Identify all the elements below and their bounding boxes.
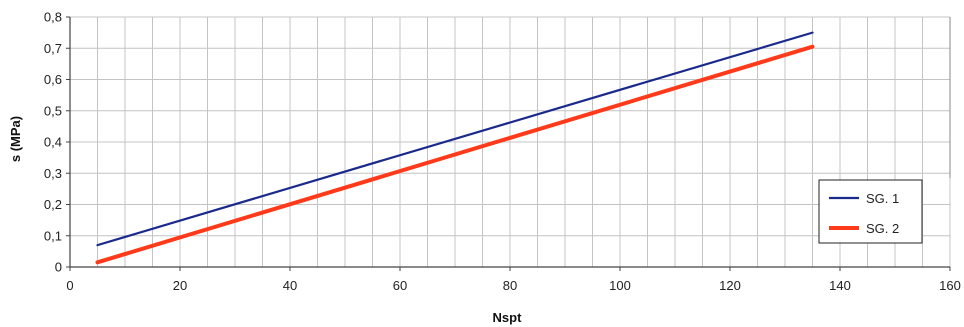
x-tick-label: 20 [173, 278, 187, 293]
legend-label-2: SG. 2 [866, 221, 899, 236]
legend-label-1: SG. 1 [866, 191, 899, 206]
y-tick-labels: 0 0,1 0,2 0,3 0,4 0,5 0,6 0,7 0,8 [44, 10, 70, 275]
x-tick-label: 120 [719, 278, 741, 293]
legend-box [818, 179, 923, 244]
x-tick-label: 140 [829, 278, 851, 293]
x-tick-label: 160 [939, 278, 961, 293]
y-tick-label: 0,2 [44, 197, 62, 212]
x-tick-label: 0 [66, 278, 73, 293]
y-tick-label: 0,6 [44, 72, 62, 87]
x-tick-label: 80 [503, 278, 517, 293]
series-layer [95, 31, 815, 265]
x-tick-labels: 0 20 40 60 80 100 120 140 160 [66, 267, 961, 293]
x-tick-label: 60 [393, 278, 407, 293]
x-tick-label: 100 [609, 278, 631, 293]
y-tick-label: 0,1 [44, 228, 62, 243]
y-axis-title: s (MPa) [8, 116, 23, 162]
y-tick-label: 0,5 [44, 103, 62, 118]
y-tick-label: 0 [55, 260, 62, 275]
x-tick-label: 40 [283, 278, 297, 293]
y-tick-label: 0,3 [44, 166, 62, 181]
y-tick-label: 0,8 [44, 10, 62, 25]
y-tick-label: 0,4 [44, 135, 62, 150]
series-line-2 [95, 44, 815, 265]
x-axis-title: Nspt [493, 310, 523, 325]
series-line-1 [96, 31, 814, 247]
legend: SG. 1 SG. 2 [818, 179, 923, 244]
y-tick-label: 0,7 [44, 41, 62, 56]
